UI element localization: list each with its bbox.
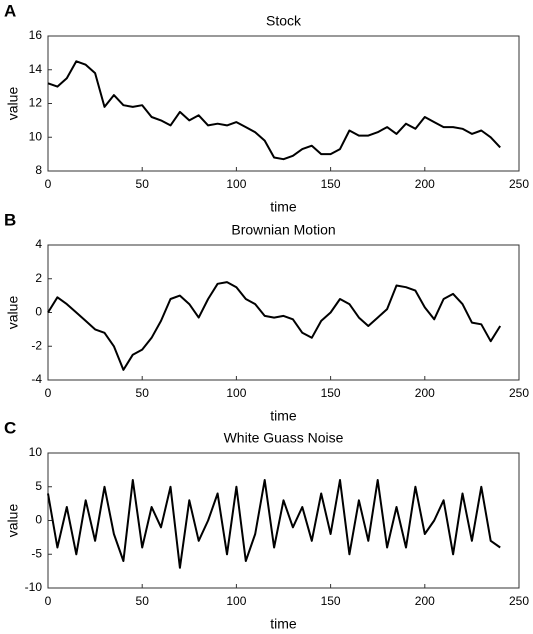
x-tick-label: 0 [45,177,52,191]
x-tick-label: 150 [321,386,341,400]
plot-frame [47,35,520,172]
chart-title: White Guass Noise [224,430,344,446]
x-axis-label: time [270,199,297,215]
x-tick-label: 150 [321,594,341,608]
data-line [47,60,501,161]
x-tick-label: 50 [136,177,150,191]
y-tick-label: -10 [25,580,43,594]
y-tick-label: 10 [29,129,43,143]
y-tick-label: 0 [35,305,42,319]
y-tick-label: -5 [31,546,42,560]
x-axis-label: time [270,408,297,424]
x-axis-label: time [270,616,297,632]
x-tick-label: 50 [136,594,150,608]
y-tick-label: 12 [29,96,43,110]
plot-frame [47,452,520,589]
y-axis-label: value [5,296,21,330]
x-tick-label: 50 [136,386,150,400]
y-tick-label: 0 [35,513,42,527]
y-tick-label: 14 [29,62,43,76]
x-tick-label: 0 [45,594,52,608]
chart-title: Brownian Motion [231,222,335,238]
panel-label: C [4,418,16,437]
x-tick-label: 200 [415,594,435,608]
data-line [47,479,501,569]
x-tick-label: 200 [415,177,435,191]
y-tick-label: 10 [29,445,43,459]
y-tick-label: -4 [31,372,42,386]
y-axis-label: value [5,87,21,121]
y-tick-label: 8 [35,163,42,177]
y-axis-label: value [5,504,21,538]
x-tick-label: 100 [226,386,246,400]
x-tick-label: 100 [226,177,246,191]
y-tick-label: 2 [35,271,42,285]
x-tick-label: 250 [509,177,529,191]
x-tick-label: 150 [321,177,341,191]
y-tick-label: 5 [35,479,42,493]
x-tick-label: 200 [415,386,435,400]
panel-label: B [4,210,16,229]
y-tick-label: 4 [35,237,42,251]
y-tick-label: 16 [29,28,43,42]
panel-label: A [4,1,16,20]
x-tick-label: 250 [509,594,529,608]
x-tick-label: 100 [226,594,246,608]
chart-title: Stock [266,13,302,29]
data-line [47,281,502,371]
y-tick-label: -2 [31,338,42,352]
x-tick-label: 0 [45,386,52,400]
x-tick-label: 250 [509,386,529,400]
